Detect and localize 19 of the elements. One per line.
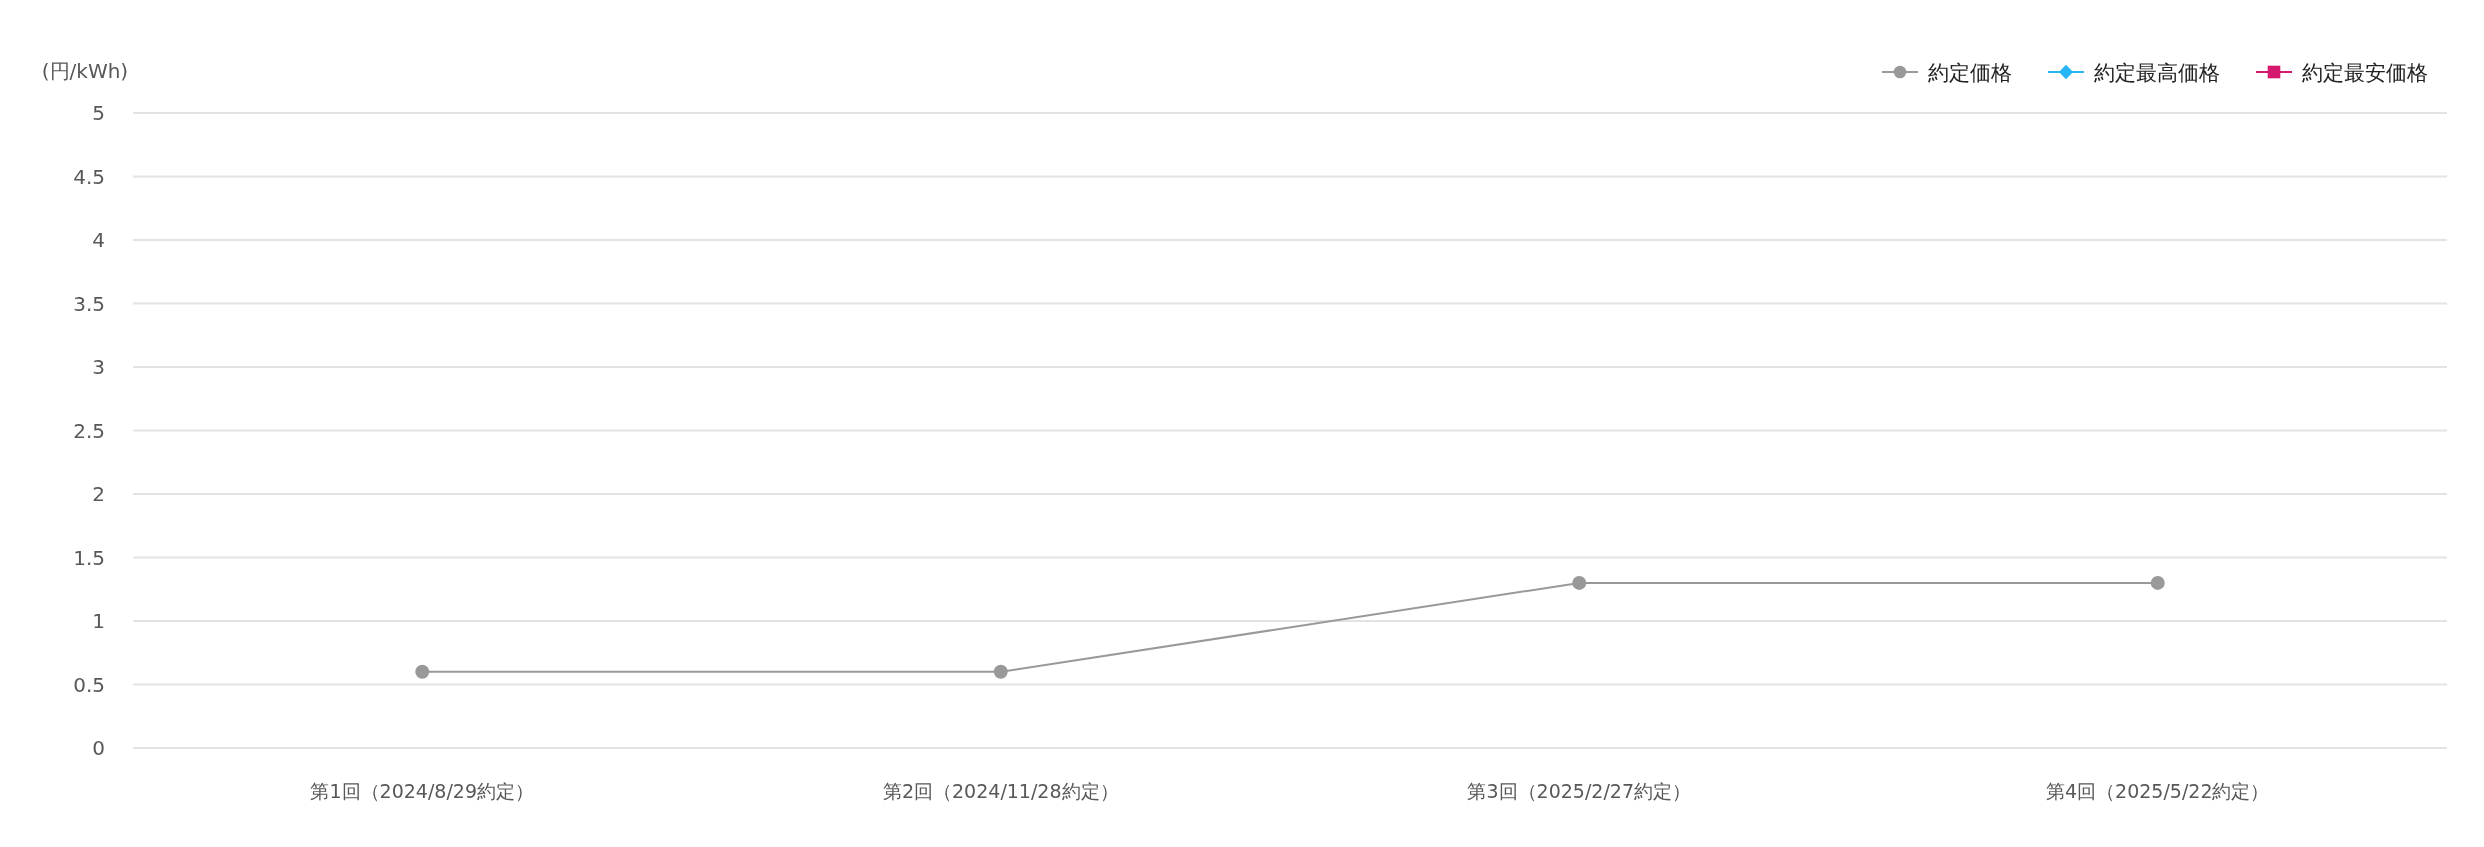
legend-label: 約定最安価格	[2302, 61, 2428, 85]
y-tick-label: 5	[92, 101, 105, 125]
y-tick-label: 4	[92, 228, 105, 252]
y-tick-label: 1.5	[73, 545, 105, 570]
y-axis-title: (円/kWh)	[41, 59, 129, 83]
y-tick-label: 1	[92, 609, 105, 633]
y-tick-label: 2.5	[73, 418, 105, 443]
x-tick-label: 第2回（2024/11/28約定）	[882, 780, 1119, 802]
y-tick-label: 2	[92, 482, 105, 506]
legend-label: 約定価格	[1928, 61, 2012, 85]
x-tick-label: 第4回（2025/5/22約定）	[2045, 780, 2270, 802]
y-tick-label: 0	[92, 736, 105, 760]
y-tick-label: 0.5	[73, 672, 105, 697]
y-tick-label: 3.5	[73, 291, 105, 316]
x-tick-label: 第1回（2024/8/29約定）	[310, 780, 535, 802]
y-tick-label: 3	[92, 355, 105, 379]
x-tick-label: 第3回（2025/2/27約定）	[1467, 780, 1692, 802]
legend-label: 約定最高価格	[2094, 61, 2220, 85]
y-tick-label: 4.5	[73, 164, 105, 189]
